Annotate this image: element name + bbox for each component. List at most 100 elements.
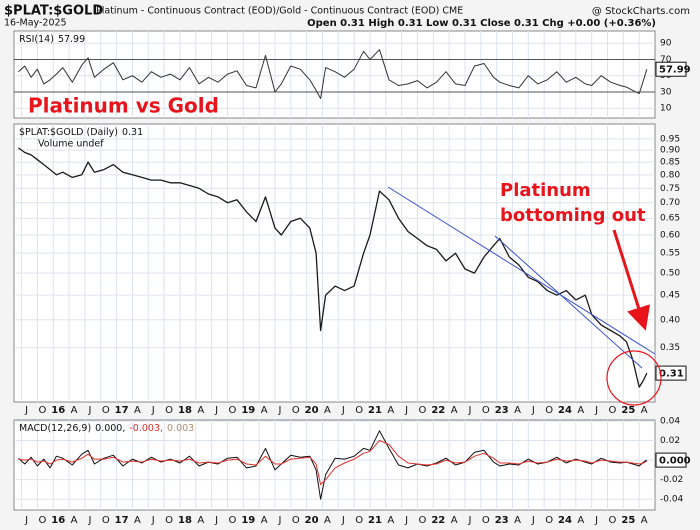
x-tick-label: J: [468, 405, 472, 416]
y-tick-label: 0.35: [660, 343, 680, 353]
x-tick-label: O: [419, 405, 427, 416]
series-line: [18, 49, 648, 99]
y-tick-label: 0.60: [660, 230, 680, 240]
y-tick-label: 0.65: [660, 214, 680, 224]
x-tick-label: J: [151, 405, 155, 416]
x-tick-label: A: [71, 405, 78, 416]
x-tick-label: A: [387, 405, 394, 416]
x-tick-label: A: [451, 515, 458, 526]
x-tick-label: A: [197, 515, 204, 526]
x-tick-label: O: [38, 405, 46, 416]
x-tick-label: O: [165, 405, 173, 416]
y-tick-label: 0.75: [660, 184, 680, 194]
x-tick-label: J: [594, 405, 598, 416]
y-tick-label: 0.85: [660, 158, 680, 168]
x-tick-label: O: [355, 515, 363, 526]
legend-value: 0.000,: [95, 423, 125, 434]
x-tick-label: 18: [178, 515, 192, 526]
x-tick-label: O: [545, 405, 553, 416]
y-tick-label: 0.70: [660, 198, 680, 208]
legend-value: 0.31: [122, 127, 143, 138]
description: Platinum - Continuous Contract (EOD)/Gol…: [96, 6, 463, 17]
x-tick-label: 23: [495, 405, 509, 416]
x-tick-label: J: [531, 515, 535, 526]
legend-value: 0.003: [167, 423, 194, 434]
x-tick-label: A: [514, 515, 521, 526]
x-tick-label: 16: [51, 405, 65, 416]
x-tick-label: O: [609, 405, 617, 416]
annotation: Platinum: [500, 180, 591, 201]
x-tick-label: 25: [621, 515, 635, 526]
quote: Open 0.31 High 0.31 Low 0.31 Close 0.31 …: [307, 18, 656, 29]
x-tick-label: O: [229, 515, 237, 526]
x-tick-label: O: [38, 515, 46, 526]
y-tick-label: -0.02: [660, 475, 683, 485]
x-tick-label: A: [261, 515, 268, 526]
current-value: 0.000: [659, 456, 691, 467]
current-value-box: [655, 61, 687, 77]
x-tick-label: J: [24, 405, 28, 416]
x-tick-label: 20: [305, 405, 319, 416]
y-tick-label: 0.95: [660, 134, 680, 144]
series-line: [18, 440, 648, 486]
x-tick-label: A: [514, 405, 521, 416]
x-tick-label: 16: [51, 515, 65, 526]
date: 16-May-2025: [4, 18, 67, 29]
x-tick-label: A: [577, 515, 584, 526]
x-tick-label: 22: [431, 515, 445, 526]
panel-legend: MACD(12,26,9) 0.000, -0.003, 0.003: [19, 423, 194, 434]
y-tick-label: 90: [660, 39, 672, 49]
current-value: 0.31: [659, 369, 684, 380]
y-tick-label: 10: [660, 104, 672, 114]
x-tick-label: 17: [115, 515, 129, 526]
x-tick-label: 21: [368, 405, 382, 416]
x-tick-label: J: [341, 405, 345, 416]
y-tick-label: 0.45: [660, 291, 680, 301]
x-tick-label: 17: [115, 405, 129, 416]
y-tick-label: 0.40: [660, 315, 680, 325]
y-tick-label: 0.04: [660, 416, 680, 426]
x-tick-label: A: [324, 515, 331, 526]
legend-value: 57.99: [58, 34, 85, 45]
x-tick-label: O: [545, 515, 553, 526]
x-tick-label: 21: [368, 515, 382, 526]
series-line: [18, 430, 648, 500]
x-tick-label: J: [468, 515, 472, 526]
legend-title: $PLAT:$GOLD (Daily): [19, 127, 118, 138]
x-tick-label: 23: [495, 515, 509, 526]
x-tick-label: A: [134, 405, 141, 416]
x-tick-label: J: [87, 405, 91, 416]
x-tick-label: A: [387, 515, 394, 526]
y-tick-label: 70: [660, 55, 672, 65]
current-value: 57.99: [659, 65, 691, 76]
x-tick-label: J: [404, 405, 408, 416]
x-tick-label: J: [277, 405, 281, 416]
panel-subtitle: Volume undef: [38, 139, 104, 150]
x-tick-label: A: [261, 405, 268, 416]
x-tick-label: J: [531, 405, 535, 416]
x-tick-label: J: [404, 515, 408, 526]
x-tick-label: 22: [431, 405, 445, 416]
y-tick-label: 0.80: [660, 170, 680, 180]
legend-title: RSI(14): [19, 34, 54, 45]
y-tick-label: -0.04: [660, 495, 684, 505]
y-tick-label: 30: [660, 87, 672, 97]
x-tick-label: J: [87, 515, 91, 526]
x-tick-label: 25: [621, 405, 635, 416]
x-tick-label: 19: [241, 515, 255, 526]
x-tick-label: O: [229, 405, 237, 416]
panel-legend: RSI(14) 57.99: [19, 34, 85, 45]
x-tick-label: O: [419, 515, 427, 526]
x-tick-label: A: [577, 405, 584, 416]
x-tick-label: O: [102, 515, 110, 526]
y-tick-label: 0.55: [660, 249, 680, 259]
legend-value: -0.003,: [129, 423, 163, 434]
x-tick-label: O: [482, 405, 490, 416]
x-tick-label: J: [594, 515, 598, 526]
x-tick-label: O: [609, 515, 617, 526]
y-tick-label: 0.90: [660, 146, 680, 156]
y-tick-label: 0.02: [660, 436, 680, 446]
x-tick-label: A: [641, 405, 648, 416]
x-tick-label: J: [341, 515, 345, 526]
